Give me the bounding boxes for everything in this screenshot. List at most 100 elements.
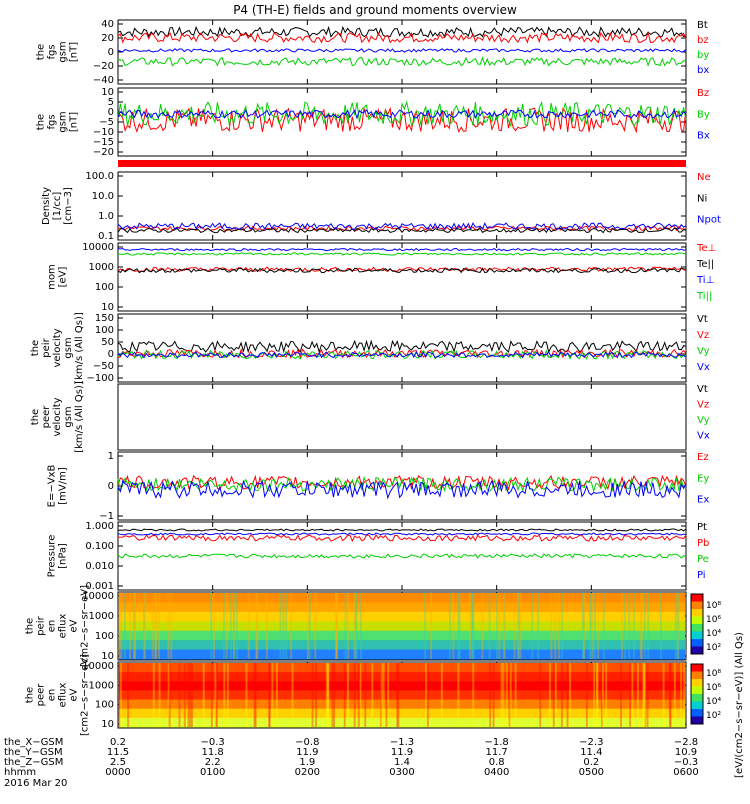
spectrogram-streak	[233, 593, 236, 659]
spectrogram-streak	[554, 663, 557, 727]
ylabel-line: Density	[41, 187, 52, 225]
xaxis-value: 11.9	[391, 747, 413, 758]
spectrogram-streak	[306, 593, 309, 659]
spectrogram-streak	[674, 593, 677, 659]
ylabel-line: [cm2−s−sr−eV]	[80, 654, 91, 736]
spectrogram-streak	[223, 663, 226, 727]
y-tick-label: 10000	[82, 661, 114, 672]
quality-flag-bar	[118, 160, 686, 167]
series-line-Ni	[117, 227, 687, 234]
spectrogram-streak	[215, 663, 218, 727]
spectrogram-streak	[282, 593, 285, 659]
spectrogram-streak	[662, 663, 665, 727]
spectrogram-band	[119, 717, 685, 728]
xaxis-date: 2016 Mar 20	[4, 778, 67, 789]
series-line-by	[117, 56, 687, 67]
spectrogram-streak	[620, 663, 623, 727]
xaxis-row-label: the_X−GSM	[4, 737, 63, 748]
spectrogram-streak	[118, 593, 121, 659]
spectrogram-streak	[642, 663, 645, 727]
spectrogram-streak	[669, 663, 672, 727]
spectrogram-streak	[143, 593, 146, 659]
panel-6: E=−VxB[mV/m] 1 0 −1 Ez Ey Ex	[47, 451, 710, 522]
spectrogram-band	[119, 593, 685, 603]
spectrogram-streak	[502, 663, 505, 727]
spectrogram-streak	[223, 593, 226, 659]
panel-ylabel: thepeervelocitygsm[km/s (All Qs)]	[30, 381, 85, 453]
xaxis-value: −0.8	[295, 737, 319, 748]
plot-title: P4 (TH-E) fields and ground moments over…	[233, 3, 517, 17]
series-line-Pi	[117, 532, 687, 536]
colorbar-segment	[691, 716, 703, 725]
ylabel-line: gsm	[58, 41, 69, 62]
spectrogram-streak	[519, 593, 522, 659]
spectrogram-streak	[290, 593, 293, 659]
spectrogram-streak	[539, 663, 542, 727]
colorbar-tick: 10⁶	[706, 615, 721, 625]
spectrogram-streak	[552, 663, 555, 727]
colorbar-segment	[691, 601, 703, 610]
spectrogram-streak	[472, 663, 475, 727]
colorbar-segment	[691, 616, 703, 625]
series-line-Vz	[117, 348, 687, 360]
legend-entry: Vt	[697, 314, 708, 325]
spectrogram-streak	[677, 593, 680, 659]
panel-3: mom[eV] 10000 1000 100 10 Te⊥ Te|| Ti⊥ Ti||	[47, 242, 717, 313]
xaxis-value: 11.5	[107, 747, 129, 758]
spectrogram-streak	[344, 593, 347, 659]
spectrogram-streak	[347, 593, 350, 659]
spectrogram-streak	[336, 593, 339, 659]
spectrogram-streak	[314, 593, 317, 659]
spectrogram-streak	[346, 663, 349, 727]
spectrogram-streak	[629, 663, 632, 727]
legend-entry: Vx	[697, 431, 710, 442]
spectrogram-streak	[225, 593, 228, 659]
y-tick-label: 1000	[89, 680, 114, 691]
ylabel-line: E=−VxB	[47, 465, 58, 508]
colorbar-segment	[691, 646, 703, 655]
legend-entry: Vy	[697, 346, 710, 357]
xaxis-value: −1.3	[390, 737, 414, 748]
colorbar-tick: 10²	[706, 643, 721, 653]
spectrogram-streak	[647, 593, 650, 659]
spectrogram-streak	[308, 593, 311, 659]
y-tick-label: 0	[108, 481, 114, 492]
colorbar-frame	[690, 593, 704, 655]
spectrogram-streak	[595, 663, 598, 727]
spectrogram-streak	[158, 663, 161, 727]
spectrogram-streak	[354, 593, 357, 659]
colorbar-segment	[691, 679, 703, 687]
xaxis-row-label: the_Z−GSM	[4, 757, 63, 768]
ylabel-line: fgs	[47, 114, 58, 129]
legend-entry: Te⊥	[696, 243, 716, 254]
y-tick-label: 10	[101, 651, 114, 662]
y-tick-label: 0.100	[85, 541, 114, 552]
spectrogram-streak	[167, 593, 170, 659]
spectrogram-streak	[210, 593, 213, 659]
xaxis-value: 0200	[295, 767, 320, 778]
spectrogram-streak	[154, 593, 157, 659]
xaxis-row-label: hhmm	[4, 767, 36, 778]
panel-9: thepeerenefluxeV[cm2−s−sr−eV]10000 1000 10…	[25, 654, 687, 736]
spectrogram-streak	[226, 663, 229, 727]
spectrogram-streak	[560, 593, 563, 659]
ylabel-line: eV	[69, 688, 80, 701]
spectrogram-streak	[554, 593, 557, 659]
xaxis-value: −0.3	[201, 737, 225, 748]
spectrogram-band	[119, 708, 685, 719]
spectrogram-streak	[127, 663, 130, 727]
y-tick-label: 1000	[89, 611, 114, 622]
spectrogram-streak	[537, 593, 540, 659]
spectrogram-streak	[189, 663, 192, 727]
legend-entry: By	[697, 109, 710, 120]
spectrogram-streak	[355, 593, 358, 659]
spectrogram-streak	[548, 663, 551, 727]
spectrogram-band	[119, 690, 685, 701]
ylabel-line: [cm−3]	[63, 187, 74, 225]
ylabel-line: peer	[36, 683, 47, 707]
panel-frame	[117, 661, 687, 729]
legend-entry: Ez	[697, 452, 709, 463]
spectrogram-streak	[255, 593, 258, 659]
ylabel-line: the	[36, 114, 47, 130]
panel-8: thepeirenefluxeV[cm2−s−sr−eV]10000 1000 10…	[25, 585, 687, 667]
